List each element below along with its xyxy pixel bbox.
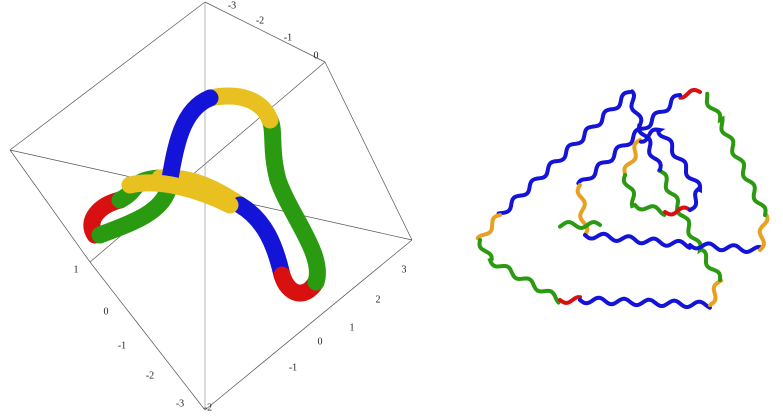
wavy-segment xyxy=(665,208,690,215)
tick-label: -1 xyxy=(284,32,292,43)
figure: -3 -2 -1 0 3 2 1 0 -1 -2 1 0 -1 -2 -3 xyxy=(0,0,783,420)
tube-segment xyxy=(240,205,282,275)
tick-label: -1 xyxy=(118,340,126,351)
wavy-segment xyxy=(680,90,700,98)
tick-label: 0 xyxy=(104,306,109,317)
tick-label: 1 xyxy=(74,264,79,275)
tick-label: 1 xyxy=(350,322,355,333)
wavy-segment xyxy=(760,215,768,250)
tube-segment xyxy=(210,96,270,120)
tick-label: -1 xyxy=(289,362,297,373)
wavy-knot xyxy=(478,90,768,308)
wavy-segment xyxy=(710,281,721,306)
wavy-segment xyxy=(580,298,710,308)
wavy-segment xyxy=(560,222,600,228)
tick-label: -3 xyxy=(176,398,184,409)
bounding-box xyxy=(10,2,412,410)
tick-label: -2 xyxy=(204,402,212,413)
wavy-segment xyxy=(478,215,500,238)
wavy-segment xyxy=(499,92,630,214)
wavy-segment xyxy=(585,234,690,248)
tick-label: -2 xyxy=(146,370,154,381)
tick-label: 0 xyxy=(314,50,319,61)
wavy-segment xyxy=(707,94,766,215)
wavy-segment xyxy=(624,175,664,215)
wavy-segment xyxy=(659,171,720,281)
tick-label: 3 xyxy=(402,264,407,275)
knot-tube xyxy=(92,96,318,293)
tick-label: -3 xyxy=(228,0,236,11)
tick-label: 0 xyxy=(318,336,323,347)
tick-label: -2 xyxy=(256,15,264,26)
tick-label: 2 xyxy=(376,294,381,305)
wavy-segment xyxy=(480,240,559,303)
wavy-segment xyxy=(560,297,580,303)
